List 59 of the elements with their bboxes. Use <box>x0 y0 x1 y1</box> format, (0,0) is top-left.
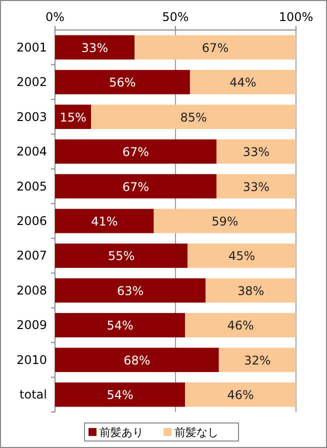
bar <box>216 174 296 198</box>
data-label: 44% <box>230 76 256 90</box>
data-label: 67% <box>122 180 150 194</box>
data-label: 33% <box>81 40 108 55</box>
y-tick-label: 2003 <box>16 110 47 124</box>
bar <box>55 139 216 164</box>
y-tick-label: 2007 <box>16 248 47 263</box>
bar <box>185 313 296 338</box>
data-label: 41% <box>91 214 118 228</box>
bar <box>55 382 186 407</box>
data-label: 33% <box>242 145 270 160</box>
bar <box>188 244 296 268</box>
y-tick-label: 2005 <box>16 179 47 194</box>
y-tick-label: 2004 <box>16 144 47 159</box>
bar <box>55 244 188 268</box>
data-label: 33% <box>242 180 270 194</box>
data-label: 67% <box>122 145 150 160</box>
data-label: 46% <box>227 388 254 402</box>
bar <box>55 208 154 234</box>
bar <box>134 35 296 60</box>
data-label: 54% <box>106 318 134 333</box>
x-tick-label: 50% <box>162 10 189 24</box>
y-tick-label: 2009 <box>16 318 47 332</box>
bar <box>55 348 219 372</box>
y-tick-label: total <box>20 388 47 402</box>
data-label: 38% <box>237 284 264 298</box>
y-tick-label: 2002 <box>16 75 47 90</box>
bar <box>206 278 296 303</box>
data-label: 56% <box>109 76 136 90</box>
data-label: 32% <box>244 353 271 368</box>
bar <box>216 139 296 164</box>
data-label: 68% <box>124 353 150 368</box>
x-tick-label: 0% <box>45 10 65 24</box>
data-label: 55% <box>108 249 135 264</box>
bar <box>185 382 296 407</box>
legend-label: 前髪あり <box>100 426 144 439</box>
y-tick-label: 2010 <box>16 352 47 367</box>
data-label: 45% <box>228 249 256 264</box>
data-label: 85% <box>180 110 207 124</box>
y-tick-label: 2006 <box>16 214 47 228</box>
bar <box>55 278 206 303</box>
data-label: 67% <box>202 40 229 55</box>
data-label: 15% <box>60 110 86 124</box>
bar <box>55 174 216 198</box>
bar <box>218 348 296 372</box>
data-label: 54% <box>106 388 134 402</box>
bar <box>55 313 186 338</box>
data-label: 59% <box>212 214 238 228</box>
bar <box>190 70 296 94</box>
bar <box>91 104 296 129</box>
y-tick-label: 2008 <box>16 283 47 298</box>
data-label: 46% <box>227 318 254 333</box>
bar <box>55 35 135 60</box>
bar <box>55 70 190 94</box>
legend-label: 前髪なし <box>174 426 218 439</box>
x-tick-label: 100% <box>278 10 314 24</box>
y-tick-label: 2001 <box>16 40 47 54</box>
data-label: 63% <box>116 284 144 298</box>
bar <box>154 208 296 234</box>
